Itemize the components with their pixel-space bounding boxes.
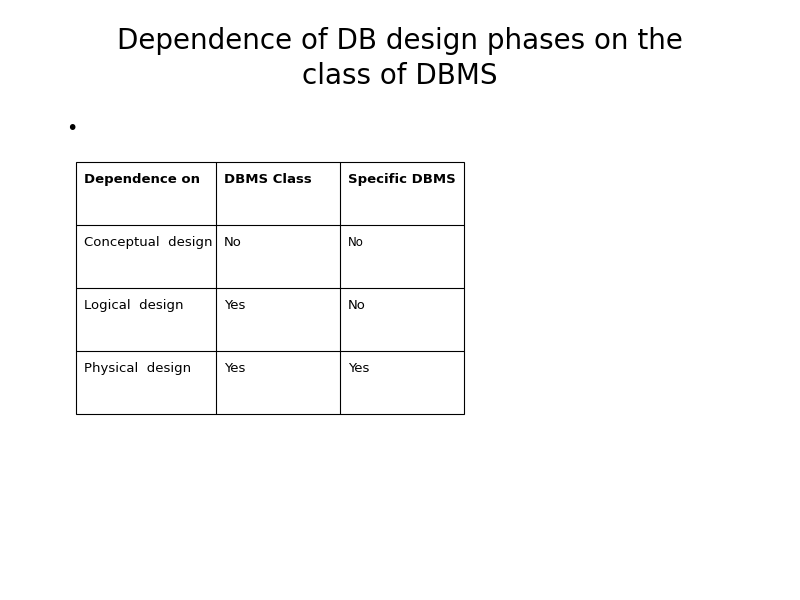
Text: Yes: Yes bbox=[348, 362, 370, 375]
Text: DBMS Class: DBMS Class bbox=[224, 173, 312, 186]
Bar bbox=[76, 162, 464, 414]
Text: •: • bbox=[66, 119, 78, 139]
Text: Dependence on: Dependence on bbox=[84, 173, 200, 186]
Text: Yes: Yes bbox=[224, 362, 246, 375]
Text: No: No bbox=[224, 236, 242, 249]
Text: No: No bbox=[348, 299, 366, 312]
Text: Specific DBMS: Specific DBMS bbox=[348, 173, 456, 186]
Text: Yes: Yes bbox=[224, 299, 246, 312]
Text: No: No bbox=[348, 236, 364, 249]
Text: Physical  design: Physical design bbox=[84, 362, 191, 375]
Text: Logical  design: Logical design bbox=[84, 299, 183, 312]
Text: Dependence of DB design phases on the
class of DBMS: Dependence of DB design phases on the cl… bbox=[117, 27, 683, 89]
Text: Conceptual  design: Conceptual design bbox=[84, 236, 213, 249]
